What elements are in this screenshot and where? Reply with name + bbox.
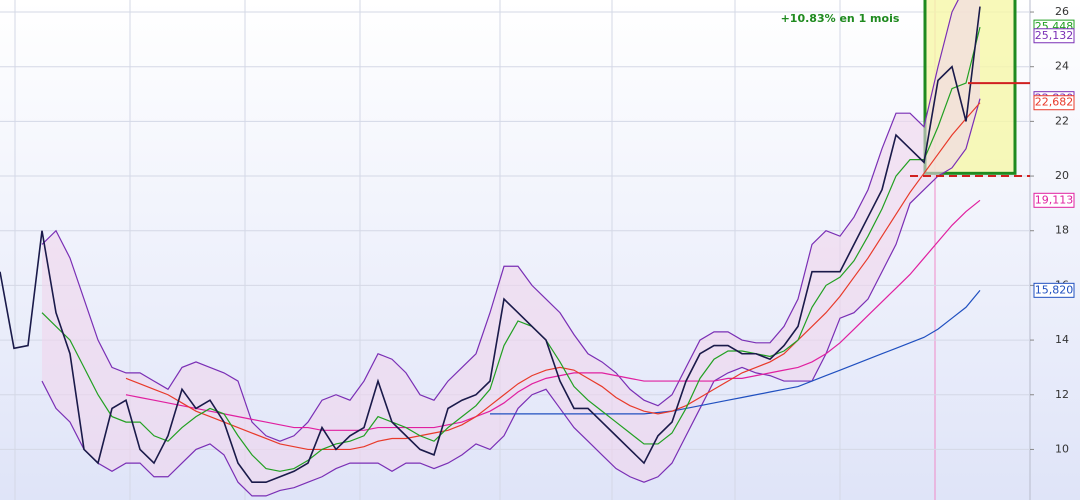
y-tick-label: 26: [1055, 5, 1069, 18]
moving-average: [490, 289, 981, 415]
y-tick-label: 22: [1055, 114, 1069, 127]
y-tick-label: 24: [1055, 60, 1069, 73]
moving-average: [125, 102, 981, 451]
price-tag: [1033, 192, 1075, 208]
price-tag-label: 25,132: [1035, 29, 1074, 42]
y-tick-label: 12: [1055, 388, 1069, 401]
y-tick-label: 14: [1055, 333, 1069, 346]
band-fill: [42, 0, 980, 496]
price-tag: [1033, 28, 1075, 44]
vertical-grid: [14, 0, 841, 500]
annotation: +10.83% en 1 mois: [781, 12, 900, 25]
price-tag: [1033, 95, 1075, 111]
price-tag: [1033, 282, 1075, 298]
band-upper: [41, 0, 959, 442]
y-tick-label: 10: [1055, 442, 1069, 455]
moving-average: [125, 199, 981, 431]
moving-average: [41, 26, 981, 472]
band-lower: [41, 98, 981, 497]
y-tick-label: 20: [1055, 169, 1069, 182]
price-tag-label: 15,820: [1035, 283, 1074, 296]
price-tag-label: 22,682: [1035, 96, 1074, 109]
price-tag-label: 19,113: [1035, 193, 1074, 206]
y-tick-label: 18: [1055, 224, 1069, 237]
price-line: [0, 6, 981, 484]
